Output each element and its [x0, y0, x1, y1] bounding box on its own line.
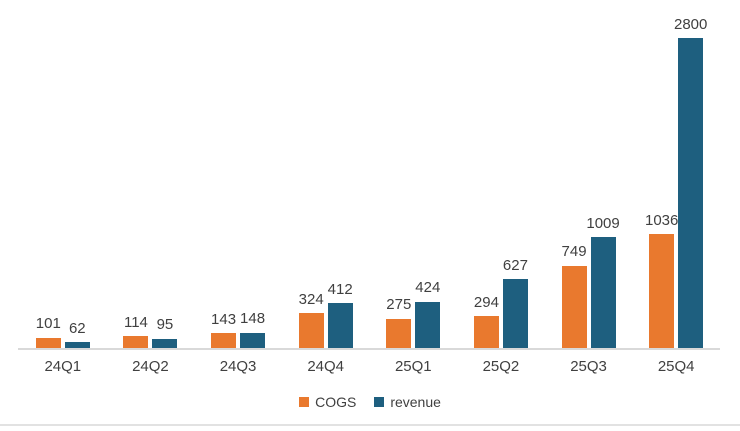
- bar-value-label-revenue-24q3: 148: [240, 310, 266, 328]
- bar-col-revenue-25q4: 2800: [674, 0, 707, 349]
- x-tick-25q4: 25Q4: [657, 358, 695, 375]
- bar-group-24q1: 101 62: [19, 0, 107, 349]
- plot-area: 101 62 114 95 143 148 324 412 275 424 294 627 749 100…: [19, 0, 720, 349]
- bar-value-label-revenue-25q2: 627: [502, 256, 528, 274]
- legend-label-revenue: revenue: [390, 394, 441, 410]
- bar-revenue-25q2: [502, 279, 528, 349]
- bar-value-label-revenue-25q4: 2800: [674, 15, 708, 33]
- bar-value-label-cogs-24q1: 101: [35, 315, 61, 333]
- bar-group-24q4: 324 412: [282, 0, 370, 349]
- x-tick-24q1: 24Q1: [44, 358, 82, 375]
- bar-value-label-revenue-25q1: 424: [415, 279, 441, 297]
- bar-value-label-cogs-25q3: 749: [561, 243, 587, 261]
- bar-revenue-24q3: [240, 332, 266, 349]
- legend-item-cogs: COGS: [299, 395, 356, 409]
- bar-col-cogs-25q3: 749: [562, 0, 587, 349]
- x-axis-line: [18, 348, 720, 350]
- bar-value-label-cogs-24q3: 143: [211, 310, 237, 328]
- bar-col-cogs-24q4: 324: [299, 0, 324, 349]
- bar-group-24q3: 143 148: [194, 0, 282, 349]
- bar-cogs-25q1: [386, 318, 412, 349]
- chart-legend: COGS revenue: [0, 395, 740, 409]
- bar-cogs-25q4: [649, 234, 675, 349]
- legend-swatch-revenue: [374, 397, 385, 407]
- bar-group-25q1: 275 424: [370, 0, 458, 349]
- bar-value-label-revenue-24q2: 95: [156, 316, 174, 333]
- x-tick-25q3: 25Q3: [570, 358, 607, 375]
- bar-value-label-revenue-24q1: 62: [68, 319, 86, 337]
- x-tick-25q1: 25Q1: [394, 358, 432, 375]
- bar-revenue-25q3: [590, 237, 616, 349]
- bar-col-cogs-24q2: 114: [123, 0, 149, 349]
- bar-value-label-revenue-25q3: 1009: [586, 214, 620, 232]
- bar-col-cogs-25q1: 275: [386, 0, 411, 349]
- legend-label-cogs: COGS: [315, 394, 357, 410]
- bar-col-revenue-24q3: 148: [240, 0, 265, 349]
- bar-col-revenue-24q1: 62: [64, 0, 90, 349]
- bar-revenue-24q4: [327, 303, 353, 349]
- bar-cogs-24q3: [211, 333, 237, 349]
- bar-value-label-revenue-24q4: 412: [327, 280, 353, 298]
- bar-revenue-24q1: [64, 342, 90, 349]
- x-tick-24q2: 24Q2: [132, 358, 169, 375]
- bottom-divider: [0, 424, 740, 426]
- bar-revenue-25q4: [678, 38, 704, 349]
- bar-cogs-25q3: [561, 265, 587, 349]
- legend-swatch-cogs: [299, 397, 310, 407]
- x-tick-25q2: 25Q2: [482, 358, 520, 375]
- legend-item-revenue: revenue: [374, 395, 441, 409]
- bar-group-24q2: 114 95: [107, 0, 195, 349]
- x-tick-24q3: 24Q3: [219, 358, 257, 375]
- bar-col-cogs-25q4: 1036: [645, 0, 678, 349]
- bar-col-revenue-24q4: 412: [328, 0, 353, 349]
- bar-value-label-cogs-24q2: 114: [123, 313, 148, 331]
- bar-value-label-cogs-25q4: 1036: [645, 211, 679, 229]
- bar-value-label-cogs-25q2: 294: [473, 293, 499, 311]
- bar-cogs-24q1: [35, 337, 61, 349]
- bar-col-cogs-25q2: 294: [474, 0, 499, 349]
- x-axis-labels: 24Q1 24Q2 24Q3 24Q4 25Q1 25Q2 25Q3 25Q4: [19, 358, 720, 375]
- x-tick-24q4: 24Q4: [307, 358, 345, 375]
- bar-cogs-25q2: [473, 316, 499, 349]
- bar-cogs-24q4: [298, 313, 324, 349]
- bar-col-revenue-25q1: 424: [415, 0, 440, 349]
- bar-col-cogs-24q1: 101: [36, 0, 61, 349]
- bar-value-label-cogs-24q4: 324: [298, 290, 324, 308]
- bar-col-revenue-25q2: 627: [503, 0, 528, 349]
- bar-cogs-24q2: [123, 336, 149, 349]
- bar-revenue-25q1: [415, 301, 441, 349]
- bar-group-25q2: 294 627: [457, 0, 545, 349]
- bar-group-25q3: 749 1009: [545, 0, 633, 349]
- bar-revenue-24q2: [152, 338, 178, 349]
- bar-col-revenue-24q2: 95: [152, 0, 178, 349]
- bar-value-label-cogs-25q1: 275: [386, 296, 412, 313]
- bar-group-25q4: 1036 2800: [632, 0, 720, 349]
- bar-col-cogs-24q3: 143: [211, 0, 236, 349]
- bar-col-revenue-25q3: 1009: [586, 0, 620, 349]
